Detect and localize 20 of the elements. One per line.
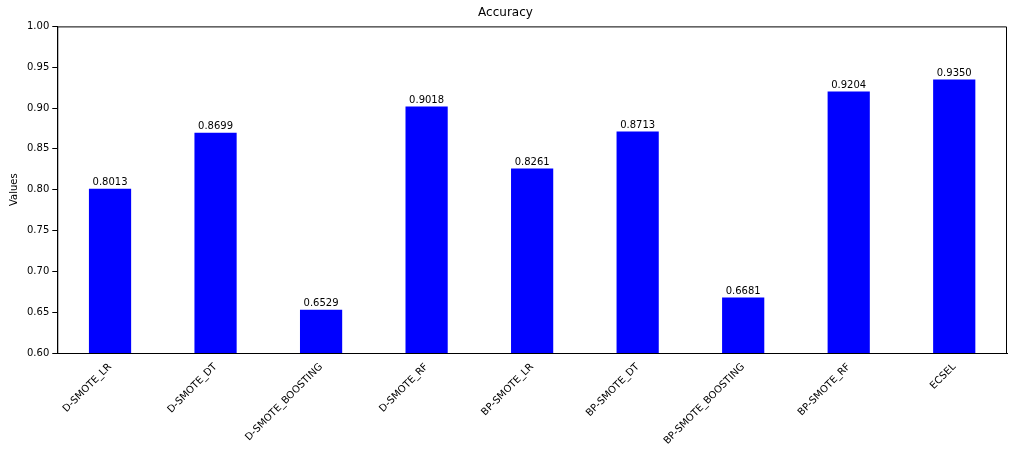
chart-title: Accuracy xyxy=(478,5,533,20)
y-axis-title: Values xyxy=(7,173,19,207)
data-label: 0.8261 xyxy=(514,155,550,167)
data-label: 0.8713 xyxy=(620,119,656,131)
data-label: 0.9204 xyxy=(831,78,867,90)
y-tick-label: 0.85 xyxy=(27,142,50,154)
data-label: 0.8699 xyxy=(198,120,234,132)
data-label: 0.9018 xyxy=(409,94,445,106)
data-label: 0.9350 xyxy=(936,67,972,79)
y-tick-label: 0.75 xyxy=(27,224,50,236)
data-label: 0.8013 xyxy=(92,176,128,188)
data-label: 0.6529 xyxy=(303,297,339,309)
y-tick-label: 1.00 xyxy=(27,19,50,31)
y-tick-label: 0.90 xyxy=(27,101,50,113)
y-tick-label: 0.80 xyxy=(27,183,50,195)
y-tick-label: 0.95 xyxy=(27,60,50,72)
y-tick-label: 0.65 xyxy=(27,305,50,317)
y-tick-label: 0.60 xyxy=(27,346,50,358)
y-tick-label: 0.70 xyxy=(27,264,50,276)
data-label: 0.6681 xyxy=(725,284,761,296)
